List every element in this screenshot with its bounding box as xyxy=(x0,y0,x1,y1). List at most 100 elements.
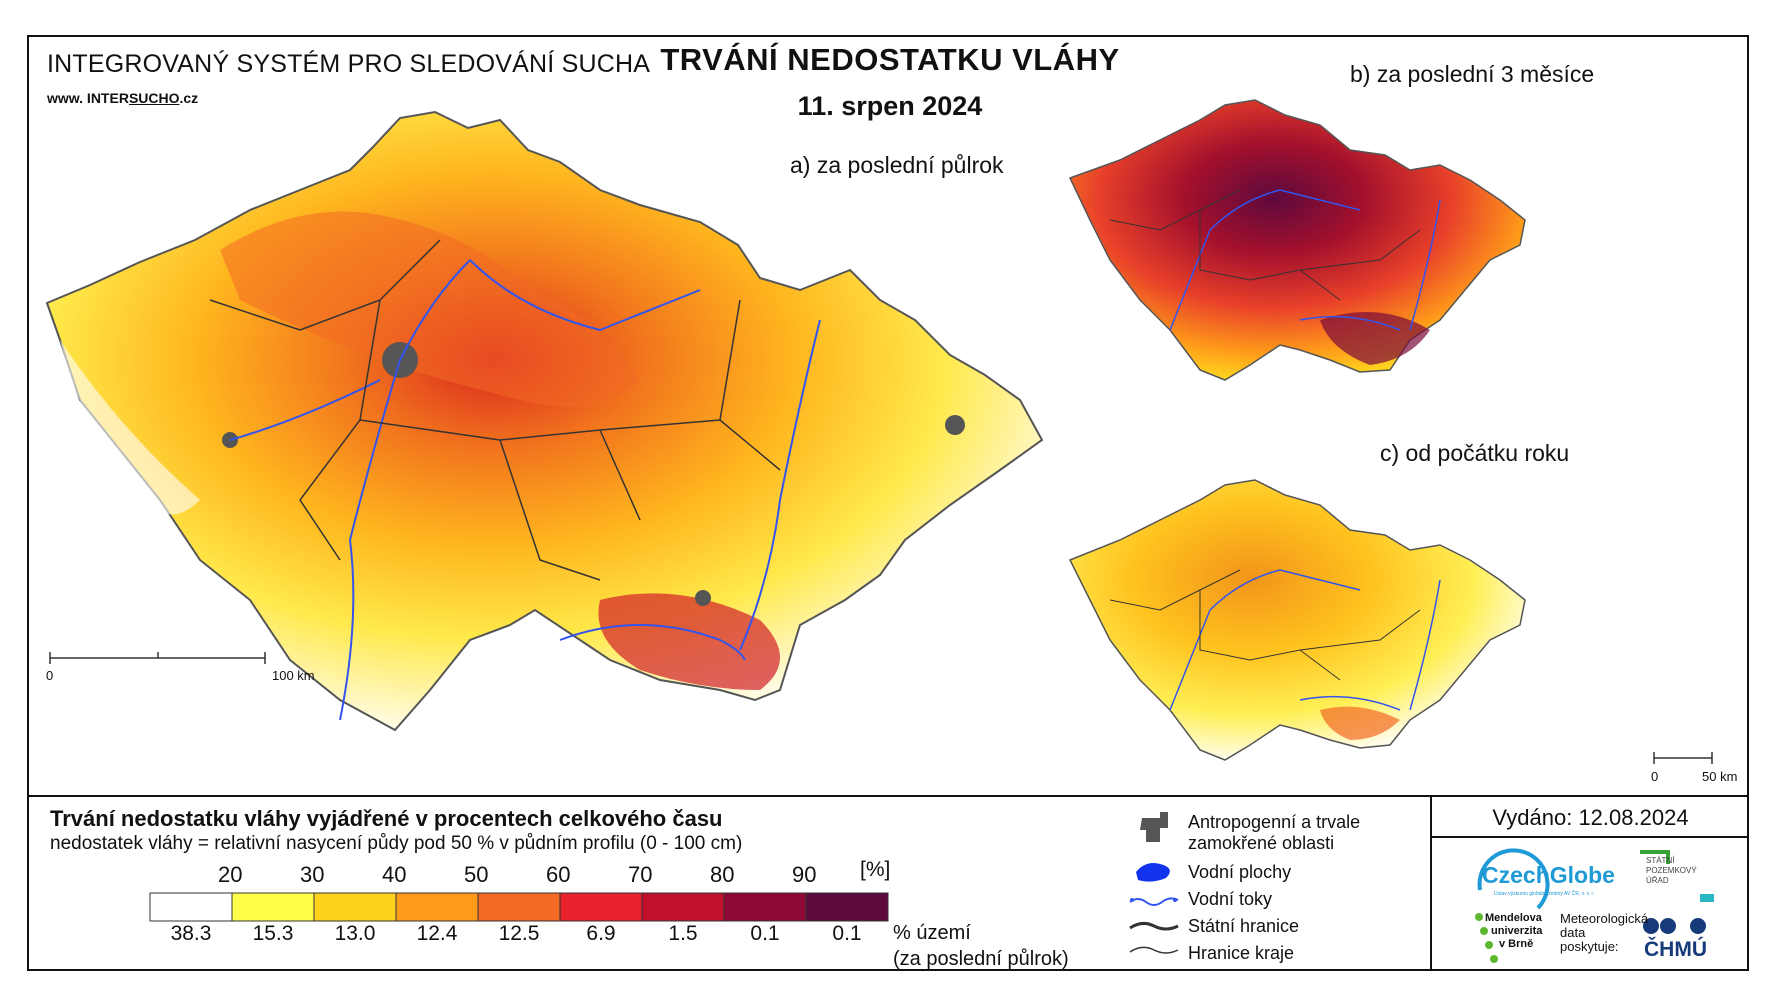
legend-swatch-2 xyxy=(313,892,397,922)
map-a-label: a) za poslední půlrok xyxy=(790,152,1004,178)
rivers-label: Vodní toky xyxy=(1188,889,1273,909)
legend-swatch-5 xyxy=(559,892,643,922)
map-c-scale-end: 50 km xyxy=(1702,769,1738,784)
mendel-logo-dot-1 xyxy=(1475,913,1483,921)
legend-percent-5: 6.9 xyxy=(586,922,616,945)
map-a-river-dyje xyxy=(559,624,746,661)
legend-percent-6: 1.5 xyxy=(668,922,698,945)
mendel-line-2: univerzita xyxy=(1491,925,1543,937)
legend-threshold-60: 60 xyxy=(546,862,571,887)
region-border-icon xyxy=(1129,946,1179,954)
anthropogenic-label-1: Antropogenní a trvale xyxy=(1188,812,1361,832)
map-c-rivers xyxy=(1169,569,1441,711)
system-title: INTEGROVANÝ SYSTÉM PRO SLEDOVÁNÍ SUCHA xyxy=(47,50,651,78)
mendel-line-1: Mendelova xyxy=(1485,912,1542,924)
mendel-logo-dot-2 xyxy=(1480,927,1488,935)
legend-unit: [%] xyxy=(860,858,891,881)
map-b xyxy=(1068,99,1526,381)
chmu-logo: ČHMÚ xyxy=(1644,938,1707,961)
map-a-river-labe xyxy=(469,259,701,332)
legend-threshold-40: 40 xyxy=(382,862,407,887)
mendel-line-3: v Brně xyxy=(1499,938,1534,950)
url-prefix: www. INTER xyxy=(47,90,129,106)
map-c-region-borders xyxy=(1109,569,1421,681)
legend-threshold-30: 30 xyxy=(300,862,325,887)
website-link[interactable]: www. INTERSUCHO.cz xyxy=(47,90,198,106)
czechglobe-logo-sub: Ústav výzkumu globální změny AV ČR, v. v… xyxy=(1494,891,1595,897)
issued-date: Vydáno: 12.08.2024 xyxy=(1492,805,1689,830)
region-border-label: Hranice kraje xyxy=(1188,943,1295,963)
state-border-icon xyxy=(1129,921,1179,931)
legend-swatch-6 xyxy=(641,892,725,922)
legend-swatch-7 xyxy=(723,892,807,922)
legend-percent-7: 0.1 xyxy=(750,922,780,945)
map-date: 11. srpen 2024 xyxy=(797,91,983,121)
url-underlined: SUCHO xyxy=(128,90,180,106)
legend-share-label: % území (za poslední půlrok) xyxy=(893,920,1069,972)
map-a-river-vltava xyxy=(339,259,471,721)
map-b-label: b) za poslední 3 měsíce xyxy=(1350,61,1595,87)
map-a-ostrava xyxy=(945,415,965,435)
legend-threshold-50: 50 xyxy=(464,862,489,887)
legend-swatch-3 xyxy=(395,892,479,922)
chmu-logo-circle-2 xyxy=(1660,918,1676,934)
river-icon-dot-2 xyxy=(1173,898,1177,902)
legend-threshold-80: 80 xyxy=(710,862,735,887)
spu-logo-line-2: POZEMKOVÝ xyxy=(1646,866,1697,875)
water-bodies-label: Vodní plochy xyxy=(1188,862,1292,882)
spu-logo: STÁTNÍ POZEMKOVÝ ÚŘAD xyxy=(1646,856,1697,886)
legend-percent-3: 12.4 xyxy=(416,922,458,945)
legend-color-bar xyxy=(149,892,889,922)
anthropogenic-label: Antropogenní a trvale zamokřené oblasti xyxy=(1188,812,1360,854)
map-c-scale-start: 0 xyxy=(1651,769,1659,784)
share-label-line-1: % území xyxy=(893,922,971,944)
czechglobe-logo-arc xyxy=(1477,848,1550,910)
met-line-1: Meteorologická xyxy=(1560,911,1649,926)
spu-logo-line-3: ÚŘAD xyxy=(1646,876,1669,885)
map-a-region-borders xyxy=(209,239,781,581)
spu-logo-mark-3 xyxy=(1700,894,1714,902)
mendel-logo-dot-4 xyxy=(1490,955,1498,963)
issued-divider xyxy=(1430,836,1749,838)
legend-percent-1: 15.3 xyxy=(252,922,294,945)
map-b-country-shape xyxy=(1068,99,1526,381)
map-a xyxy=(45,110,1044,732)
state-border-label: Státní hranice xyxy=(1188,916,1300,936)
map-c-label: c) od počátku roku xyxy=(1380,440,1570,466)
map-a-scale-start: 0 xyxy=(46,668,54,683)
anthropogenic-label-2: zamokřené oblasti xyxy=(1188,833,1335,853)
map-c-country-shape xyxy=(1068,479,1526,761)
spu-logo-mark xyxy=(1640,850,1670,854)
map-frame xyxy=(27,35,1749,971)
chmu-logo-circle-3 xyxy=(1690,918,1706,934)
map-b-region-borders xyxy=(1109,189,1421,301)
map-a-country-shape xyxy=(45,110,1044,732)
legend-swatch-4 xyxy=(477,892,561,922)
legend-percent-2: 13.0 xyxy=(334,922,376,945)
spu-logo-mark-2 xyxy=(1666,850,1670,864)
legend-swatch-1 xyxy=(231,892,315,922)
map-a-river-morava xyxy=(739,319,821,651)
map-a-river-berounka xyxy=(229,379,381,441)
map-a-brno xyxy=(695,590,711,606)
river-icon xyxy=(1129,897,1179,906)
share-label-line-2: (za poslední půlrok) xyxy=(893,948,1069,970)
anthropogenic-area-icon xyxy=(1140,812,1168,842)
water-body-icon xyxy=(1136,863,1170,882)
map-a-west-low xyxy=(60,340,200,515)
legend-swatch-8 xyxy=(805,892,889,922)
legend-percent-8: 0.1 xyxy=(832,922,862,945)
legend-percent-4: 12.5 xyxy=(498,922,540,945)
map-b-south-hotspot xyxy=(1320,312,1430,365)
map-c-south-hotspot xyxy=(1320,706,1400,740)
met-data-label: Meteorologická data poskytuje: xyxy=(1560,912,1648,954)
mendel-logo-dot-3 xyxy=(1485,941,1493,949)
river-icon-dot-1 xyxy=(1130,898,1134,902)
map-title: TRVÁNÍ NEDOSTATKU VLÁHY xyxy=(660,42,1120,77)
map-a-south-hotspot xyxy=(598,593,780,690)
legend-threshold-70: 70 xyxy=(628,862,653,887)
logo-divider xyxy=(1430,795,1432,971)
map-a-scale-end: 100 km xyxy=(272,668,315,683)
map-c xyxy=(1068,479,1713,764)
